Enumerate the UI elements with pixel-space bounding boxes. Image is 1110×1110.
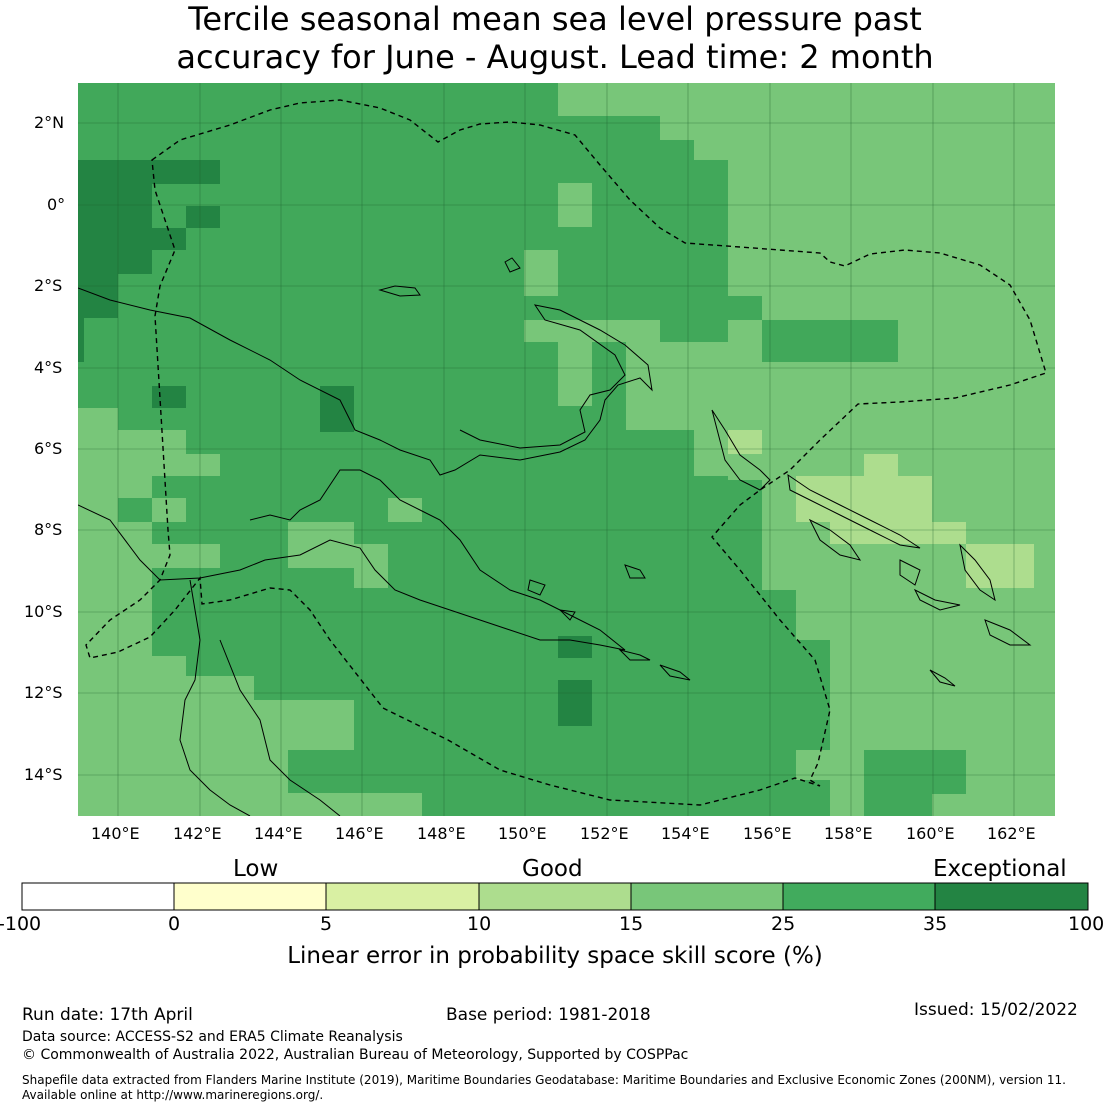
colorbar-tick: 5 [320,913,333,935]
coastlines [78,257,1032,816]
skill-grid [78,83,1055,816]
map-title-line2: accuracy for June - August. Lead time: 2… [176,38,934,76]
copyright: © Commonwealth of Australia 2022, Austra… [22,1047,689,1063]
lat-label-14s: 14°S [24,765,63,784]
lon-label-150e: 150°E [498,824,547,843]
eez-boundaries [85,99,1047,806]
lon-label-152e: 152°E [580,824,629,843]
lon-label-156e: 156°E [743,824,792,843]
skill-cells-25-35 [762,320,966,816]
lon-label-158e: 158°E [824,824,873,843]
colorbar-tick: 100 [1068,913,1105,935]
lon-label-154e: 154°E [661,824,710,843]
lat-label-4s: 4°S [34,358,63,377]
colorbar-tick: 10 [467,913,492,935]
graticule [78,83,1055,816]
lat-label-2s: 2°S [34,276,63,295]
lat-label-12s: 12°S [24,683,63,702]
lon-label-144e: 144°E [254,824,303,843]
colorbar-tick: 25 [771,913,796,935]
lat-label-10s: 10°S [24,602,63,621]
lon-label-140e: 140°E [91,824,140,843]
colorbar-label: Linear error in probability space skill … [287,943,823,969]
colorbar-segment-2 [326,883,479,910]
colorbar-tick: -100 [0,913,42,935]
skill-cells-35-100 [78,160,592,726]
lat-label-6s: 6°S [34,439,63,458]
run-date: Run date: 17th April [22,1005,193,1025]
base-period: Base period: 1981-2018 [446,1005,651,1025]
lon-label-146e: 146°E [335,824,384,843]
colorbar-segment-3 [479,883,631,910]
map-title: Tercile seasonal mean sea level pressure… [0,0,1110,76]
colorbar-segment-6 [935,883,1088,910]
lon-label-148e: 148°E [417,824,466,843]
colorbar-heading-low: Low [233,856,279,882]
lat-label-8s: 8°S [34,520,63,539]
shapefile-credit-line1: Shapefile data extracted from Flanders M… [22,1073,1066,1087]
issued-date: Issued: 15/02/2022 [914,1000,1078,1020]
colorbar [21,882,1089,911]
data-source: Data source: ACCESS-S2 and ERA5 Climate … [22,1029,403,1045]
colorbar-segment-0 [22,883,174,910]
map-title-line1: Tercile seasonal mean sea level pressure… [188,0,922,38]
colorbar-tick: 15 [619,913,644,935]
lon-label-162e: 162°E [987,824,1036,843]
colorbar-tick: 0 [168,913,181,935]
colorbar-segment-4 [631,883,783,910]
colorbar-tick: 35 [923,913,948,935]
colorbar-segment-1 [174,883,326,910]
colorbar-heading-good: Good [522,856,583,882]
colorbar-segment-5 [783,883,935,910]
lat-label-0: 0° [47,195,66,214]
lat-label-2n: 2°N [34,113,65,132]
colorbar-outline [21,882,1089,911]
colorbar-heading-exceptional: Exceptional [933,856,1067,882]
lon-label-142e: 142°E [173,824,222,843]
shapefile-credit-line2: Available online at http://www.marinereg… [22,1088,324,1102]
lon-label-160e: 160°E [906,824,955,843]
